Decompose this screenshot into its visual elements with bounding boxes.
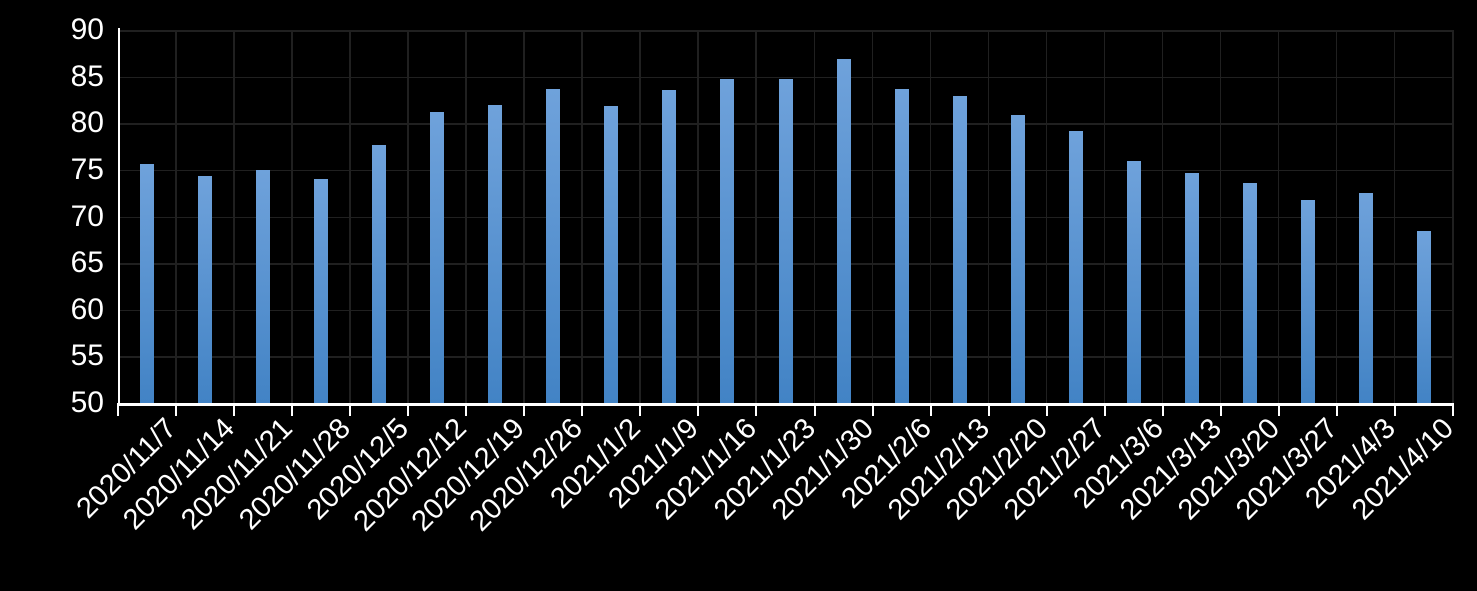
gridline-horizontal [118, 76, 1453, 79]
y-tick-label: 90 [70, 13, 104, 46]
bar[interactable] [372, 144, 387, 403]
y-tick-label: 85 [70, 59, 104, 93]
x-axis-tick [465, 406, 468, 416]
x-axis-tick [1045, 406, 1048, 416]
x-axis-tick [291, 406, 294, 416]
gridline-vertical [291, 30, 293, 403]
y-axis [118, 28, 120, 403]
bar[interactable] [1242, 182, 1257, 403]
gridline-vertical [1335, 30, 1338, 403]
y-tick-label: 70 [70, 199, 104, 233]
x-axis-tick [929, 406, 932, 416]
gridline-vertical [1393, 30, 1396, 403]
bar[interactable] [430, 112, 445, 403]
y-tick-label: 60 [70, 292, 104, 326]
x-axis-tick [1277, 406, 1280, 416]
x-axis-tick [407, 406, 410, 416]
gridline-vertical [581, 30, 583, 403]
gridline-vertical [1219, 30, 1222, 403]
x-axis-tick [639, 406, 642, 416]
gridline-vertical [465, 30, 467, 403]
x-axis-tick [233, 406, 236, 416]
gridline-vertical [523, 30, 525, 403]
x-axis [117, 403, 1454, 406]
gridline-vertical [813, 30, 816, 403]
gridline-vertical [1452, 30, 1454, 403]
bar[interactable] [1068, 130, 1083, 403]
bar[interactable] [894, 88, 909, 403]
bar[interactable] [546, 88, 561, 403]
x-axis-tick [523, 406, 526, 416]
y-tick-label: 75 [70, 152, 104, 186]
x-axis-tick [813, 406, 816, 416]
x-axis-tick [1219, 406, 1222, 416]
x-axis-tick [755, 406, 758, 416]
gridline-vertical [1103, 30, 1106, 403]
x-axis-tick [1452, 406, 1454, 416]
bar[interactable] [836, 58, 851, 403]
gridline-vertical [1045, 30, 1048, 403]
gridline-vertical [407, 30, 409, 403]
bar[interactable] [140, 164, 155, 403]
bar[interactable] [778, 78, 793, 403]
x-axis-tick [117, 406, 119, 416]
x-axis-tick [871, 406, 874, 416]
gridline-vertical [1161, 30, 1164, 403]
gridline-horizontal [118, 30, 1453, 32]
bar[interactable] [1126, 161, 1141, 403]
bar[interactable] [1358, 193, 1373, 403]
gridline-vertical [639, 30, 641, 403]
bar[interactable] [1300, 199, 1315, 403]
gridline-vertical [349, 30, 351, 403]
plot-area [118, 30, 1454, 403]
bar[interactable] [1184, 172, 1199, 403]
bar[interactable] [488, 104, 503, 403]
y-tick-label: 80 [70, 106, 104, 140]
y-tick-label: 65 [70, 246, 104, 280]
x-axis-tick [987, 406, 990, 416]
x-axis-tick [697, 406, 700, 416]
bar[interactable] [198, 176, 213, 403]
x-axis-tick [349, 406, 352, 416]
x-axis-tick [1335, 406, 1338, 416]
bar[interactable] [1416, 231, 1431, 403]
x-axis-tick [1393, 406, 1396, 416]
gridline-vertical [233, 30, 235, 403]
x-axis-tick [1103, 406, 1106, 416]
x-axis-tick [1161, 406, 1164, 416]
y-tick-label: 55 [70, 339, 104, 373]
bar[interactable] [256, 169, 271, 403]
gridline-vertical [1277, 30, 1280, 403]
bar[interactable] [604, 105, 619, 403]
bar[interactable] [1010, 114, 1025, 403]
bar[interactable] [314, 179, 329, 403]
bar[interactable] [662, 89, 677, 403]
gridline-vertical [987, 30, 990, 403]
x-axis-tick [175, 406, 178, 416]
gridline-vertical [175, 30, 177, 403]
gridline-vertical [697, 30, 699, 403]
bar[interactable] [720, 78, 735, 403]
y-tick-label: 50 [70, 386, 104, 419]
gridline-vertical [755, 30, 757, 403]
x-axis-tick [581, 406, 584, 416]
gridline-vertical [929, 30, 932, 403]
gridline-vertical [871, 30, 874, 403]
bar[interactable] [952, 96, 967, 403]
